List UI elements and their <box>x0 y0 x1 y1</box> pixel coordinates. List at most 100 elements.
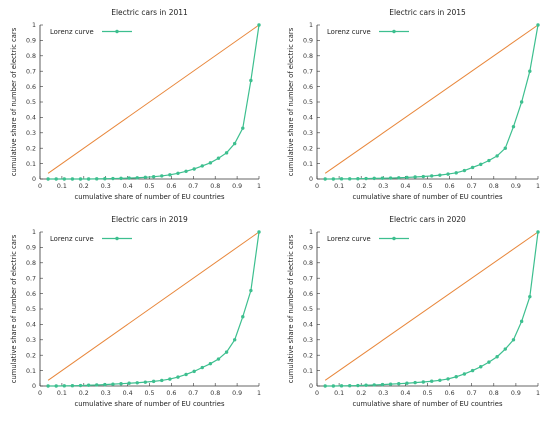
lorenz-point <box>372 383 376 387</box>
y-axis-label: cumulative share of number of electric c… <box>287 234 295 383</box>
lorenz-point <box>86 177 91 181</box>
lorenz-point <box>62 177 67 181</box>
equality-line <box>324 24 539 174</box>
lorenz-point <box>519 100 524 104</box>
legend: Lorenz curve <box>50 235 132 243</box>
chart-title: Electric cars in 2015 <box>389 8 466 17</box>
lorenz-point <box>356 383 360 388</box>
x-tick-label: 0.9 <box>232 390 242 397</box>
y-tick-label: 0.9 <box>303 245 313 252</box>
lorenz-point <box>70 383 75 388</box>
lorenz-point <box>54 384 58 388</box>
x-tick-label: 1 <box>536 390 540 397</box>
lorenz-point <box>438 378 442 383</box>
x-tick-label: 0.3 <box>378 390 388 397</box>
y-tick-label: 0.4 <box>303 115 313 122</box>
lorenz-point <box>249 288 253 293</box>
lorenz-point <box>95 177 99 181</box>
y-tick-label: 0.7 <box>26 68 36 75</box>
y-tick-label: 0.5 <box>303 99 313 106</box>
lorenz-point <box>397 176 401 180</box>
legend-marker <box>392 29 396 34</box>
equality-line <box>47 24 260 174</box>
x-tick-label: 0.8 <box>489 390 499 397</box>
x-tick-label: 0.3 <box>101 390 111 397</box>
lorenz-point <box>511 338 516 342</box>
x-tick-label: 0.5 <box>144 390 154 397</box>
chart-title: Electric cars in 2019 <box>111 215 188 224</box>
lorenz-point <box>372 176 376 181</box>
y-tick-label: 0.4 <box>26 322 36 329</box>
lorenz-point <box>78 383 83 388</box>
y-axis-label: cumulative share of number of electric c… <box>10 27 18 176</box>
lorenz-point <box>176 171 180 176</box>
lorenz-point <box>78 177 83 181</box>
equality-line <box>47 231 260 381</box>
lorenz-point <box>470 165 475 170</box>
lorenz-point <box>249 78 253 83</box>
x-tick-label: 0.8 <box>489 183 499 190</box>
y-tick-label: 0.2 <box>26 145 36 152</box>
lorenz-point <box>216 357 221 361</box>
lorenz-point <box>184 372 188 377</box>
lorenz-point <box>487 158 491 163</box>
x-tick-label: 0.4 <box>400 390 410 397</box>
lorenz-point <box>364 176 368 181</box>
chart-title: Electric cars in 2011 <box>111 8 188 17</box>
y-tick-label: 0 <box>309 176 313 183</box>
lorenz-point <box>528 294 532 299</box>
y-tick-label: 0.9 <box>303 38 313 45</box>
x-tick-label: 0.7 <box>188 390 198 397</box>
lorenz-point <box>86 383 91 387</box>
x-tick-label: 0.4 <box>123 390 133 397</box>
legend: Lorenz curve <box>327 28 409 36</box>
lorenz-point <box>151 174 156 179</box>
lorenz-point <box>487 360 491 364</box>
x-tick-label: 0 <box>38 183 42 190</box>
y-tick-label: 1 <box>309 229 313 236</box>
y-tick-label: 0.6 <box>303 291 313 298</box>
legend-label: Lorenz curve <box>50 235 94 243</box>
lorenz-point <box>103 382 107 387</box>
lorenz-point <box>70 177 75 181</box>
y-tick-label: 0.2 <box>303 145 313 152</box>
legend-marker <box>392 236 396 241</box>
lorenz-point <box>224 350 229 354</box>
y-tick-label: 0.7 <box>303 68 313 75</box>
x-tick-label: 0.9 <box>511 183 521 190</box>
x-tick-label: 1 <box>536 183 540 190</box>
y-tick-label: 0.9 <box>26 245 36 252</box>
x-tick-label: 0.7 <box>467 183 477 190</box>
x-tick-label: 0.6 <box>166 183 176 190</box>
lorenz-point <box>95 383 99 387</box>
lorenz-curve-line <box>48 231 260 387</box>
lorenz-point <box>339 384 344 388</box>
x-tick-label: 0 <box>315 390 319 397</box>
lorenz-point <box>257 23 261 27</box>
legend: Lorenz curve <box>327 235 409 243</box>
lorenz-point <box>192 369 196 374</box>
y-tick-label: 1 <box>32 22 36 29</box>
legend: Lorenz curve <box>50 28 132 36</box>
x-tick-label: 0.7 <box>188 183 198 190</box>
lorenz-point <box>511 124 516 129</box>
lorenz-point <box>495 154 499 158</box>
x-tick-label: 0.3 <box>378 183 388 190</box>
lorenz-point <box>397 381 401 386</box>
lorenz-curve-line <box>325 24 539 180</box>
x-axis-label: cumulative share of number of EU countri… <box>352 193 503 201</box>
lorenz-point <box>176 375 180 379</box>
y-tick-label: 1 <box>309 22 313 29</box>
lorenz-point <box>103 176 107 181</box>
lorenz-point <box>405 381 409 385</box>
lorenz-point <box>232 141 237 146</box>
lorenz-point <box>536 230 540 234</box>
y-tick-label: 0.3 <box>303 130 313 137</box>
y-tick-label: 0 <box>32 176 36 183</box>
x-tick-label: 0.5 <box>144 183 154 190</box>
lorenz-point <box>462 168 467 173</box>
x-tick-label: 0.2 <box>356 390 366 397</box>
y-tick-label: 0.1 <box>303 368 313 375</box>
lorenz-point <box>192 167 196 171</box>
